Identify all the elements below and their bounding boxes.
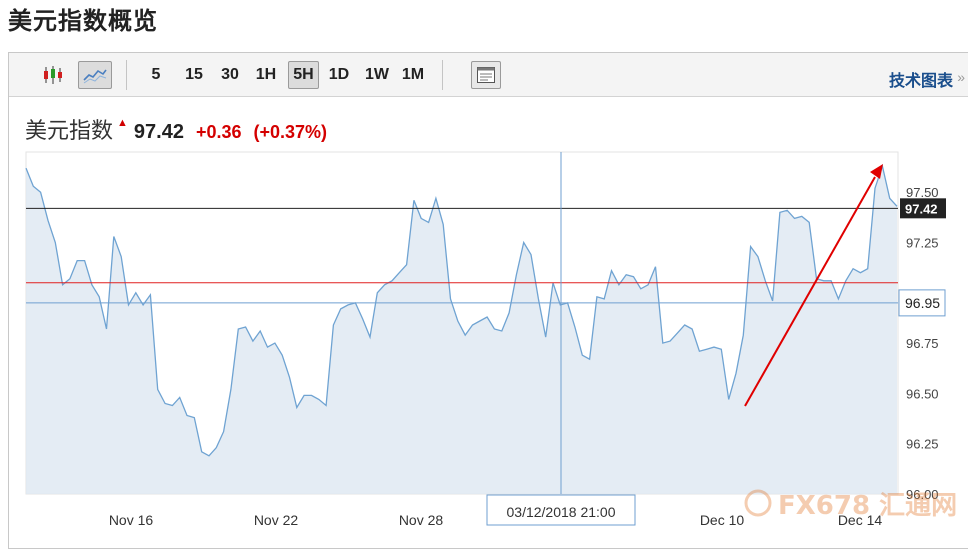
watermark-text: FX678 汇通网 [778,491,957,521]
last-price-tag [900,198,946,219]
interval-1d[interactable]: 1D [328,66,350,83]
candlestick-icon[interactable] [37,61,69,89]
crosshair-time-tag [486,494,636,526]
interval-1h[interactable]: 1H [255,66,277,83]
interval-5h[interactable]: 5H [288,61,319,89]
trend-arrow-head [870,164,883,179]
last-price: 97.42 [133,121,184,143]
crosshair-price-tag [898,289,946,317]
toolbar-divider [126,60,127,90]
page-title: 美元指数概览 [8,7,158,35]
line-chart-icon[interactable] [78,61,112,89]
toolbar-divider [442,60,443,90]
price-line [25,163,898,457]
up-indicator-icon: ▲ [117,117,128,129]
quote-header: 美元指数 ▲ 97.42 +0.36 (+0.37%) [25,113,328,144]
last-price-tag-label: 97.42 [905,201,938,216]
price-area [26,166,897,494]
interval-15[interactable]: 15 [185,66,203,83]
crosshair-time-label: 03/12/2018 21:00 [507,504,616,520]
price-change-percent: (+0.37%) [253,122,328,142]
x-tick-label: Nov 22 [254,512,299,528]
y-tick-label: 96.00 [906,487,939,502]
crosshair-price-label: 96.95 [905,295,940,311]
y-tick-label: 96.25 [906,437,939,452]
interval-5[interactable]: 5 [151,66,161,83]
watermark: FX678 汇通网 [744,489,957,521]
x-tick-label: Nov 28 [399,512,444,528]
x-tick-label: Dec 10 [700,512,745,528]
instrument-name: 美元指数 [25,119,114,144]
interval-1m[interactable]: 1M [401,66,425,83]
panel-layout-icon[interactable] [471,61,501,89]
x-tick-label: Dec 14 [838,512,883,528]
interval-1w[interactable]: 1W [365,66,389,83]
y-tick-label: 96.50 [906,386,939,401]
x-tick-label: Nov 16 [109,512,154,528]
y-tick-label: 97.50 [906,185,939,200]
tech-chart-link[interactable]: 技术图表 [888,71,953,90]
trend-arrow-line [744,176,876,407]
y-tick-label: 97.25 [906,236,939,251]
chart-toolbar: 5 15 30 1H 5H 1D 1W 1M 技术图表 » [9,53,968,97]
chevron-right-icon: » [957,69,965,85]
price-change: +0.36 [195,122,242,142]
watermark-logo-icon [744,489,772,517]
interval-30[interactable]: 30 [221,66,239,83]
y-tick-label: 96.75 [906,336,939,351]
